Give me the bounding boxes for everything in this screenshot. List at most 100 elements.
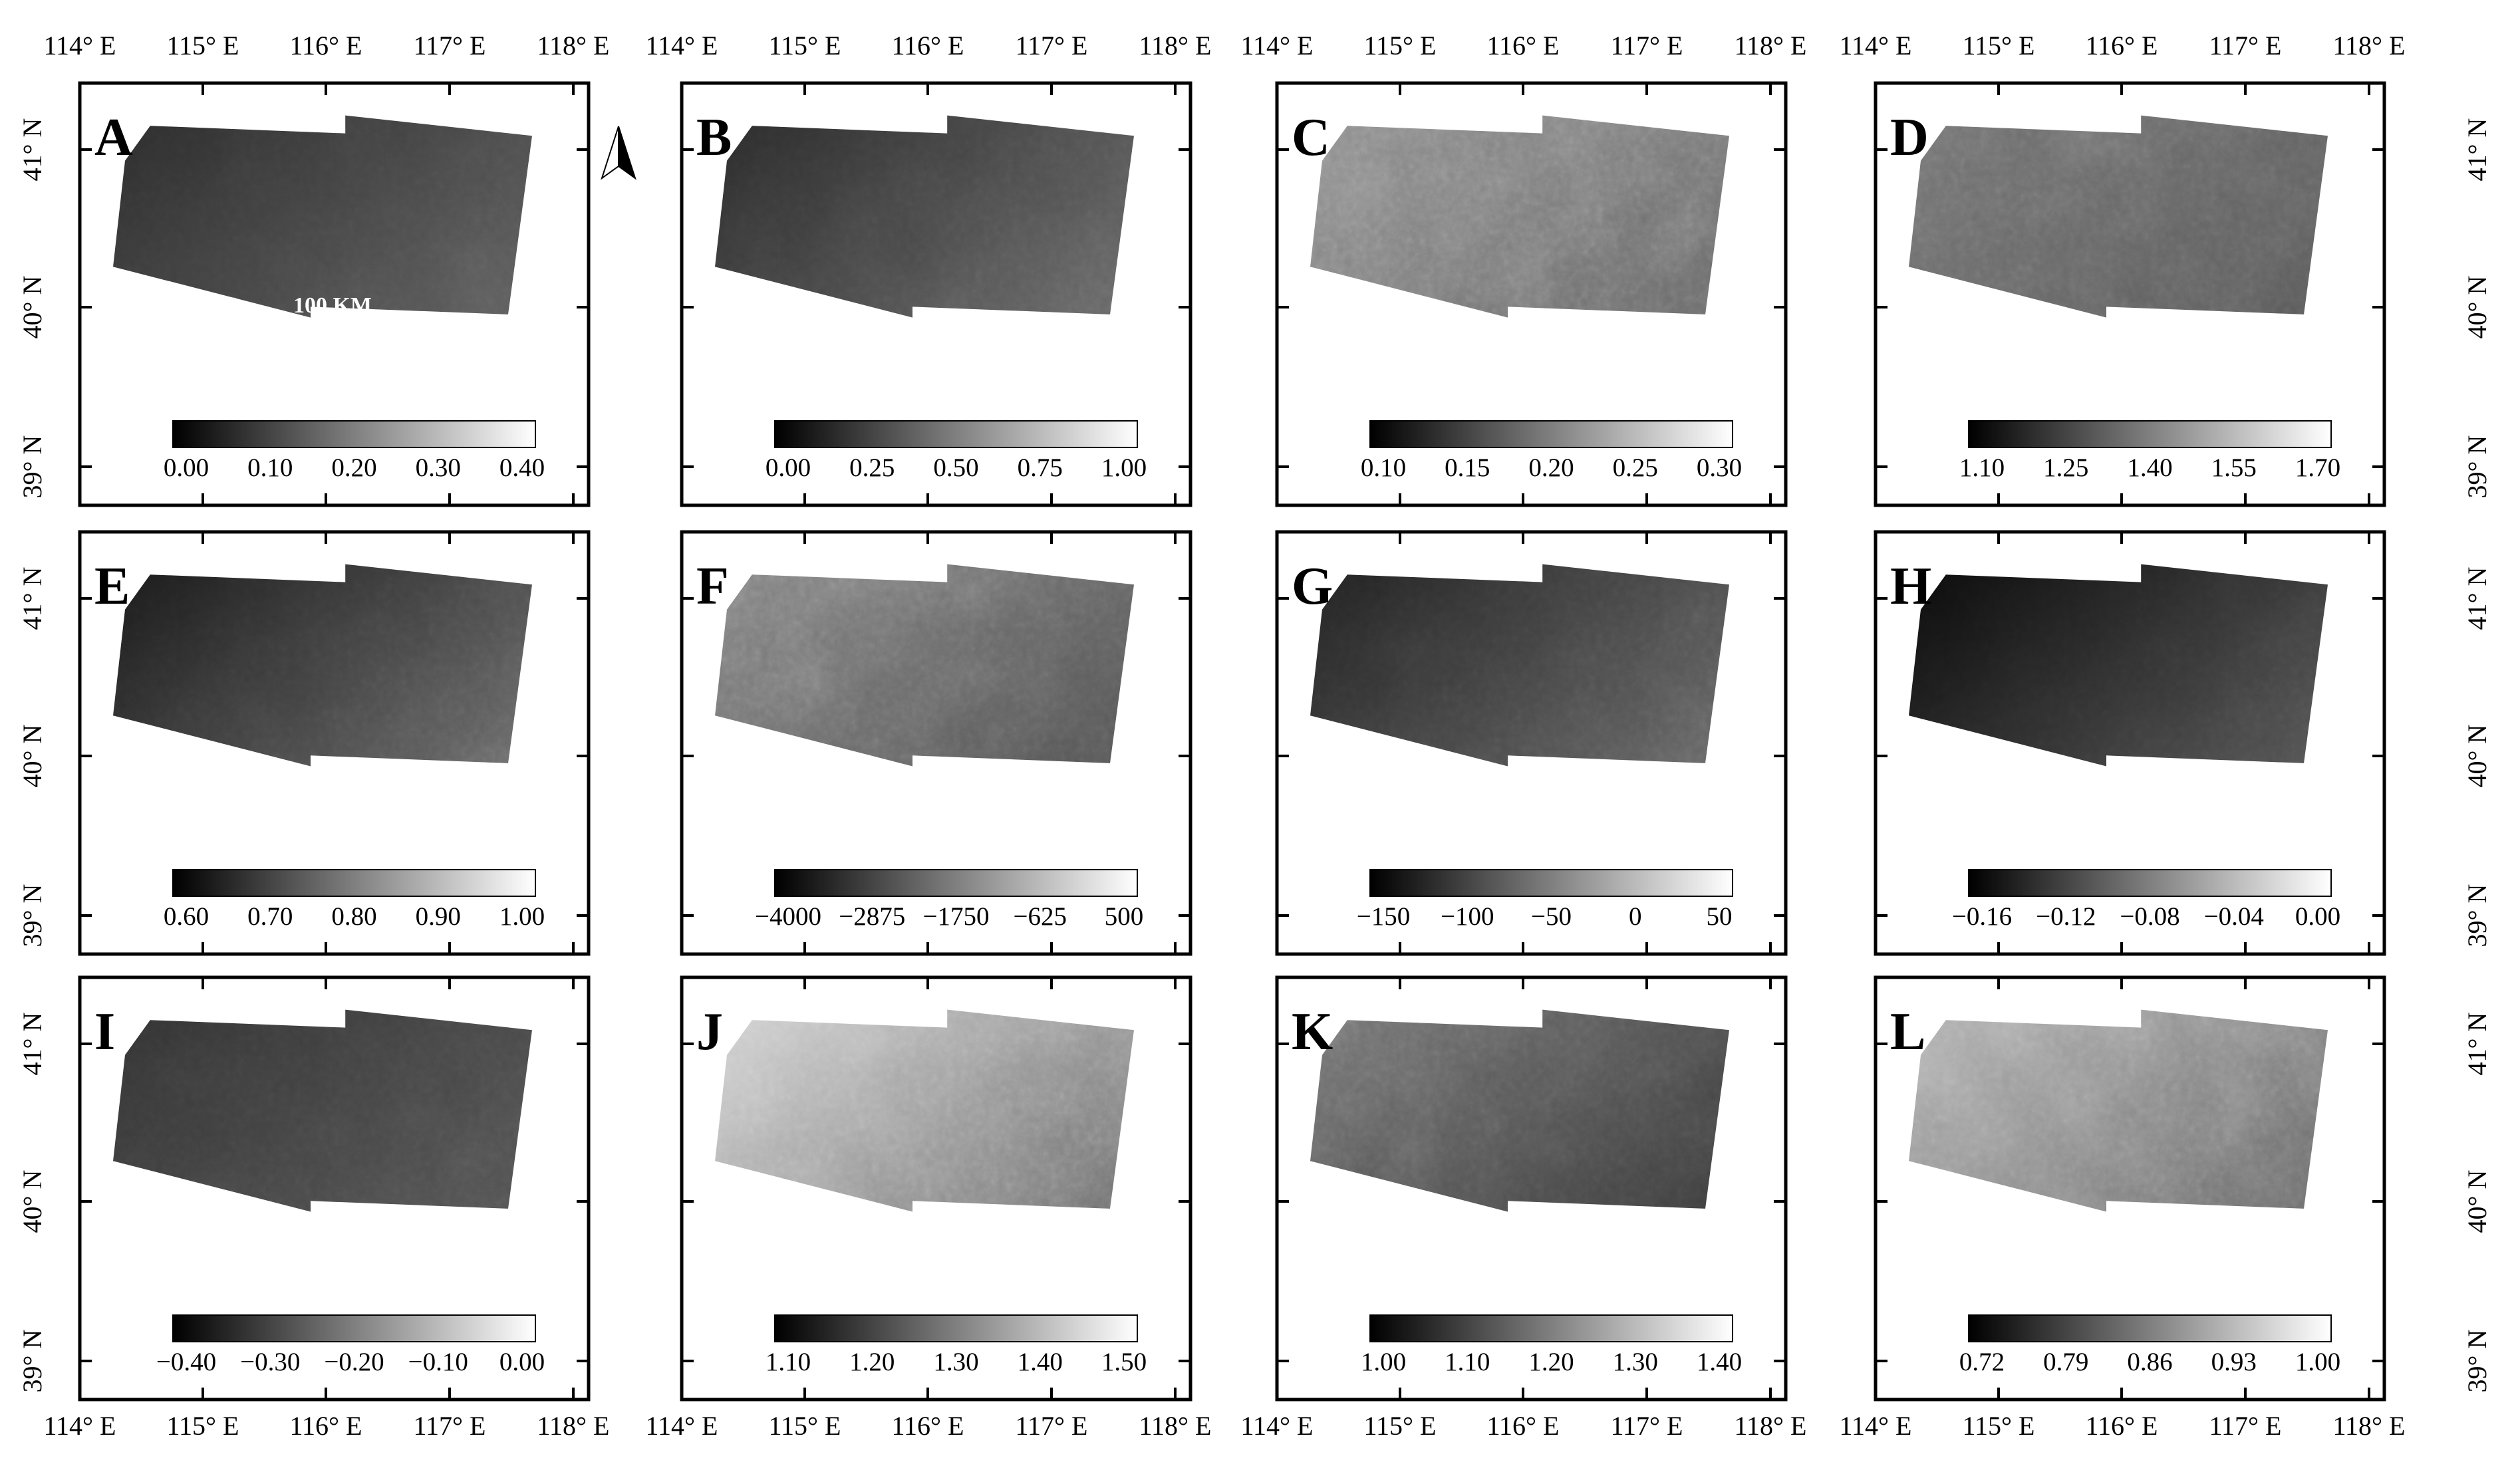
panel-k: K 1.00 1.10 1.20 1.30 1.40 xyxy=(1275,975,1788,1402)
left-lat-label: 39° N xyxy=(17,435,47,499)
colorbar-tick-label: 0.25 xyxy=(1613,453,1658,482)
colorbar-tick-label: 0.00 xyxy=(499,1348,545,1376)
colorbar-tick-label: 0.10 xyxy=(247,453,293,482)
bottom-lon-label: 116° E xyxy=(892,1411,964,1441)
colorbar xyxy=(1369,1314,1733,1342)
panel-letter: E xyxy=(94,557,130,616)
panel-frame xyxy=(1275,530,1788,956)
scale-label: 100 KM xyxy=(293,293,372,318)
raster-image xyxy=(1310,564,1729,767)
panel-frame xyxy=(1275,81,1788,507)
colorbar-tick-label: 0 xyxy=(1629,902,1642,931)
colorbar-tick-label: −0.20 xyxy=(324,1348,384,1376)
colorbar-tick-label: 1.10 xyxy=(1959,453,2005,482)
panel-frame xyxy=(1874,530,2386,956)
colorbar xyxy=(172,869,536,897)
right-lat-label: 39° N xyxy=(2462,1330,2492,1393)
right-lat-label: 39° N xyxy=(2462,884,2492,947)
colorbar-tick-label: −0.12 xyxy=(2036,902,2096,931)
bottom-lon-label: 116° E xyxy=(1487,1411,1560,1441)
raster-image xyxy=(113,564,532,767)
bottom-lon-label: 114° E xyxy=(44,1411,116,1441)
colorbar-tick-label: 0.80 xyxy=(331,902,376,931)
panel-i: I −0.40 −0.30 −0.20 −0.10 0.00 xyxy=(78,975,591,1402)
panel-h: H −0.16 −0.12 −0.08 −0.04 0.00 xyxy=(1874,530,2386,956)
colorbar-tick-label: 1.10 xyxy=(1445,1348,1490,1376)
panel-letter: K xyxy=(1292,1003,1333,1061)
left-lat-label: 39° N xyxy=(17,884,47,947)
panel-j: J 1.10 1.20 1.30 1.40 1.50 xyxy=(680,975,1192,1402)
panel-d: D 1.10 1.25 1.40 1.55 1.70 xyxy=(1874,81,2386,507)
right-lat-label: 41° N xyxy=(2462,118,2492,182)
colorbar-tick-label: 1.40 xyxy=(2127,453,2172,482)
bottom-lon-label: 116° E xyxy=(290,1411,362,1441)
scale-label: 0 xyxy=(151,293,162,318)
panel-frame xyxy=(680,975,1192,1402)
colorbar-tick-label: 0.20 xyxy=(1528,453,1574,482)
colorbar-tick-label: −0.16 xyxy=(1952,902,2012,931)
bottom-lon-label: 117° E xyxy=(2209,1411,2282,1441)
raster-image xyxy=(113,1009,532,1212)
top-lon-label: 114° E xyxy=(44,31,116,61)
colorbar-tick-label: 1.25 xyxy=(2043,453,2088,482)
bottom-lon-label: 118° E xyxy=(1139,1411,1212,1441)
top-longitude-labels: 114° E 115° E 116° E 117° E 118° E 114° E 115°… xyxy=(44,31,2406,61)
colorbar-tick-label: −0.30 xyxy=(240,1348,300,1376)
colorbar-tick-label: 0.86 xyxy=(2127,1348,2172,1376)
panel-letter: D xyxy=(1890,108,1929,167)
colorbar-tick-label: 0.00 xyxy=(2295,902,2340,931)
panel-letter: I xyxy=(94,1003,115,1061)
bottom-lon-label: 117° E xyxy=(414,1411,486,1441)
scale-bar: 0 50 100 KM xyxy=(151,293,372,339)
top-lon-label: 116° E xyxy=(290,31,362,61)
colorbar-tick-label: 1.55 xyxy=(2211,453,2257,482)
bottom-lon-label: 118° E xyxy=(2333,1411,2406,1441)
colorbar-tick-label: −1750 xyxy=(923,902,990,931)
panel-letter: C xyxy=(1292,108,1330,167)
raster-fine-texture xyxy=(1310,564,1729,767)
top-lon-label: 118° E xyxy=(2333,31,2406,61)
bottom-lon-label: 117° E xyxy=(1016,1411,1088,1441)
colorbar xyxy=(774,1314,1138,1342)
colorbar-tick-label: 1.00 xyxy=(1361,1348,1406,1376)
colorbar-tick-label: −100 xyxy=(1441,902,1494,931)
colorbar-tick-label: −0.04 xyxy=(2204,902,2264,931)
colorbar-tick-label: −2875 xyxy=(839,902,905,931)
right-lat-label: 41° N xyxy=(2462,1013,2492,1076)
top-lon-label: 118° E xyxy=(1735,31,1807,61)
colorbar-tick-label: 1.00 xyxy=(1101,453,1147,482)
panel-a: A 0.00 0.10 0.20 0.30 0.40 xyxy=(78,81,591,507)
colorbar-tick-label: 0.30 xyxy=(416,453,461,482)
colorbar-tick-label: 0.93 xyxy=(2211,1348,2257,1376)
top-lon-label: 118° E xyxy=(1139,31,1212,61)
colorbar-tick-label: 1.40 xyxy=(1697,1348,1742,1376)
colorbar-tick-label: −625 xyxy=(1014,902,1067,931)
colorbar xyxy=(1968,1314,2332,1342)
top-lon-label: 117° E xyxy=(2209,31,2282,61)
colorbar-tick-label: −50 xyxy=(1531,902,1572,931)
raster-image xyxy=(715,564,1134,767)
top-lon-label: 116° E xyxy=(1487,31,1560,61)
colorbar-tick-label: 0.30 xyxy=(1697,453,1742,482)
right-lat-label: 41° N xyxy=(2462,567,2492,630)
left-lat-label: 40° N xyxy=(17,725,47,788)
panel-f: F −4000 −2875 −1750 −625 500 xyxy=(680,530,1192,956)
colorbar xyxy=(1968,869,2332,897)
panel-frame xyxy=(680,81,1192,507)
raster-fine-texture xyxy=(715,1009,1134,1212)
bottom-longitude-labels: 114° E 115° E 116° E 117° E 118° E 114° E 115°… xyxy=(44,1411,2406,1441)
top-lon-label: 114° E xyxy=(1241,31,1314,61)
bottom-lon-label: 118° E xyxy=(1735,1411,1807,1441)
colorbar-tick-label: 0.00 xyxy=(164,453,209,482)
top-lon-label: 117° E xyxy=(1611,31,1683,61)
bottom-lon-label: 114° E xyxy=(646,1411,718,1441)
raster-image xyxy=(1310,115,1729,318)
panel-frame xyxy=(1874,975,2386,1402)
left-lat-label: 41° N xyxy=(17,567,47,630)
panel-l: L 0.72 0.79 0.86 0.93 1.00 xyxy=(1874,975,2386,1402)
panel-letter: G xyxy=(1292,557,1333,616)
colorbar-tick-label: 0.75 xyxy=(1018,453,1063,482)
raster-fine-texture xyxy=(1909,1009,2328,1212)
panel-frame xyxy=(78,975,591,1402)
